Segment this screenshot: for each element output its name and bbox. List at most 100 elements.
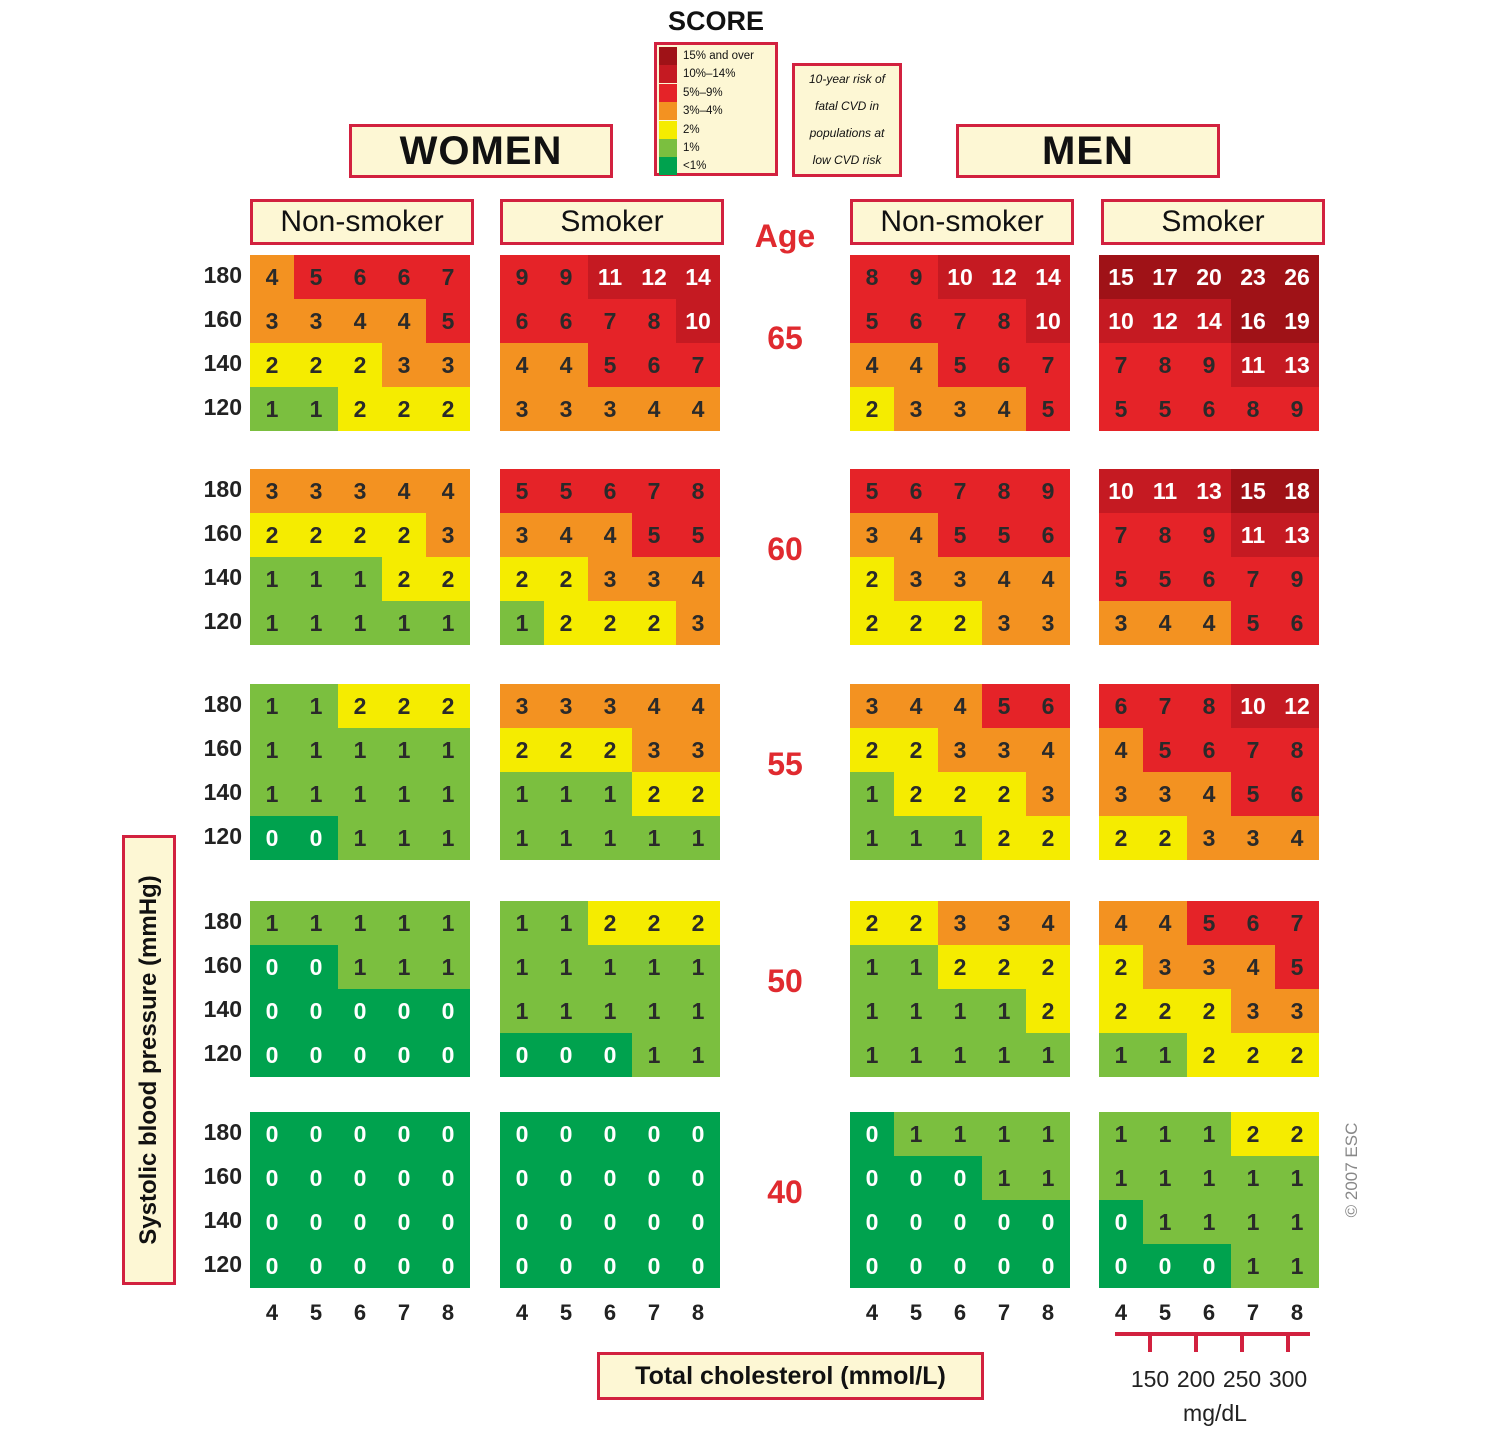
legend-item: 3%–4% — [659, 102, 723, 121]
risk-cell: 0 — [676, 1200, 720, 1244]
risk-cell: 5 — [426, 299, 470, 343]
risk-cell: 9 — [1026, 469, 1070, 513]
risk-cell: 0 — [544, 1156, 588, 1200]
cholesterol-tick-label: 6 — [353, 1300, 367, 1325]
bp-tick-label: 160 — [203, 735, 242, 761]
risk-cell: 4 — [1026, 728, 1070, 772]
x-axis-label: Total cholesterol (mmol/L) — [635, 1361, 946, 1390]
risk-cell: 4 — [632, 387, 676, 431]
risk-cell: 0 — [338, 1200, 382, 1244]
risk-cell: 0 — [1143, 1244, 1187, 1288]
risk-cell: 9 — [544, 255, 588, 299]
risk-cell: 1 — [1143, 1033, 1187, 1077]
risk-cell: 0 — [1099, 1244, 1143, 1288]
risk-cell: 0 — [426, 1033, 470, 1077]
cholesterol-tick-label: 5 — [1158, 1300, 1172, 1325]
risk-cell: 3 — [938, 901, 982, 945]
risk-cell: 1 — [250, 772, 294, 816]
risk-cell: 4 — [676, 684, 720, 728]
risk-legend: 15% and over 10%–14% 5%–9% 3%–4% 2% 1% <1% — [654, 42, 778, 176]
risk-cell: 7 — [1231, 557, 1275, 601]
risk-cell: 8 — [1275, 728, 1319, 772]
bp-tick-label: 180 — [203, 1119, 242, 1145]
risk-cell: 13 — [1275, 343, 1319, 387]
risk-cell: 9 — [1187, 513, 1231, 557]
risk-cell: 2 — [294, 343, 338, 387]
risk-cell: 3 — [382, 343, 426, 387]
risk-cell: 0 — [1026, 1200, 1070, 1244]
risk-cell: 1 — [894, 1112, 938, 1156]
copyright-notice: © 2007 ESC — [1342, 1122, 1361, 1218]
risk-cell: 3 — [938, 387, 982, 431]
risk-cell: 4 — [1026, 557, 1070, 601]
risk-cell: 0 — [632, 1200, 676, 1244]
risk-cell: 6 — [632, 343, 676, 387]
risk-cell: 1 — [1275, 1200, 1319, 1244]
risk-cell: 9 — [1275, 557, 1319, 601]
risk-cell: 16 — [1231, 299, 1275, 343]
risk-cell: 0 — [426, 1112, 470, 1156]
risk-cell: 1 — [500, 901, 544, 945]
risk-cell: 4 — [1143, 601, 1187, 645]
risk-cell: 0 — [588, 1244, 632, 1288]
risk-cell: 3 — [1026, 772, 1070, 816]
risk-cell: 0 — [338, 989, 382, 1033]
risk-cell: 2 — [500, 728, 544, 772]
risk-cell: 1 — [676, 1033, 720, 1077]
risk-cell: 1 — [294, 601, 338, 645]
risk-cell: 3 — [632, 557, 676, 601]
risk-cell: 1 — [588, 816, 632, 860]
risk-cell: 0 — [382, 1112, 426, 1156]
risk-cell: 3 — [294, 299, 338, 343]
cholesterol-tick-label: 8 — [441, 1300, 455, 1325]
bp-tick-label: 160 — [203, 1163, 242, 1189]
risk-cell: 0 — [632, 1112, 676, 1156]
risk-cell: 6 — [1099, 684, 1143, 728]
risk-cell: 6 — [1026, 513, 1070, 557]
risk-cell: 2 — [1099, 989, 1143, 1033]
risk-cell: 6 — [894, 299, 938, 343]
risk-cell: 0 — [500, 1200, 544, 1244]
risk-cell: 1 — [938, 816, 982, 860]
cholesterol-tick-label: 6 — [603, 1300, 617, 1325]
risk-cell: 2 — [1143, 816, 1187, 860]
risk-cell: 1 — [250, 601, 294, 645]
risk-note-box: 10-year risk of fatal CVD in populations… — [792, 63, 902, 177]
risk-cell: 10 — [938, 255, 982, 299]
risk-cell: 1 — [426, 601, 470, 645]
bp-tick-label: 160 — [203, 952, 242, 978]
men-nonsmoker-title: Non-smoker — [850, 199, 1074, 245]
risk-cell: 3 — [1231, 989, 1275, 1033]
risk-cell: 3 — [500, 513, 544, 557]
risk-cell: 15 — [1231, 469, 1275, 513]
legend-swatch — [659, 47, 677, 65]
risk-cell: 6 — [1026, 684, 1070, 728]
risk-cell: 2 — [1026, 989, 1070, 1033]
risk-cell: 1 — [982, 1156, 1026, 1200]
risk-cell: 4 — [338, 299, 382, 343]
age-tick-label: 55 — [767, 746, 803, 782]
risk-cell: 1 — [544, 901, 588, 945]
risk-cell: 0 — [426, 1156, 470, 1200]
risk-cell: 7 — [1026, 343, 1070, 387]
risk-cell: 3 — [676, 728, 720, 772]
risk-cell: 0 — [250, 816, 294, 860]
risk-cell: 7 — [938, 299, 982, 343]
legend-swatch — [659, 102, 677, 121]
risk-cell: 0 — [588, 1112, 632, 1156]
risk-cell: 0 — [1099, 1200, 1143, 1244]
risk-cell: 0 — [894, 1244, 938, 1288]
bp-tick-label: 120 — [203, 1040, 242, 1066]
risk-cell: 2 — [426, 557, 470, 601]
score-logo-title: SCORE — [668, 6, 765, 36]
risk-cell: 1 — [294, 728, 338, 772]
risk-cell: 1 — [294, 772, 338, 816]
risk-cell: 2 — [382, 513, 426, 557]
risk-cell: 1 — [382, 772, 426, 816]
risk-cell: 14 — [1187, 299, 1231, 343]
risk-cell: 2 — [1026, 816, 1070, 860]
risk-cell: 0 — [894, 1156, 938, 1200]
risk-cell: 1 — [500, 816, 544, 860]
risk-note-text: 10-year risk of fatal CVD in populations… — [808, 72, 886, 167]
cholesterol-tick-label: 5 — [909, 1300, 923, 1325]
